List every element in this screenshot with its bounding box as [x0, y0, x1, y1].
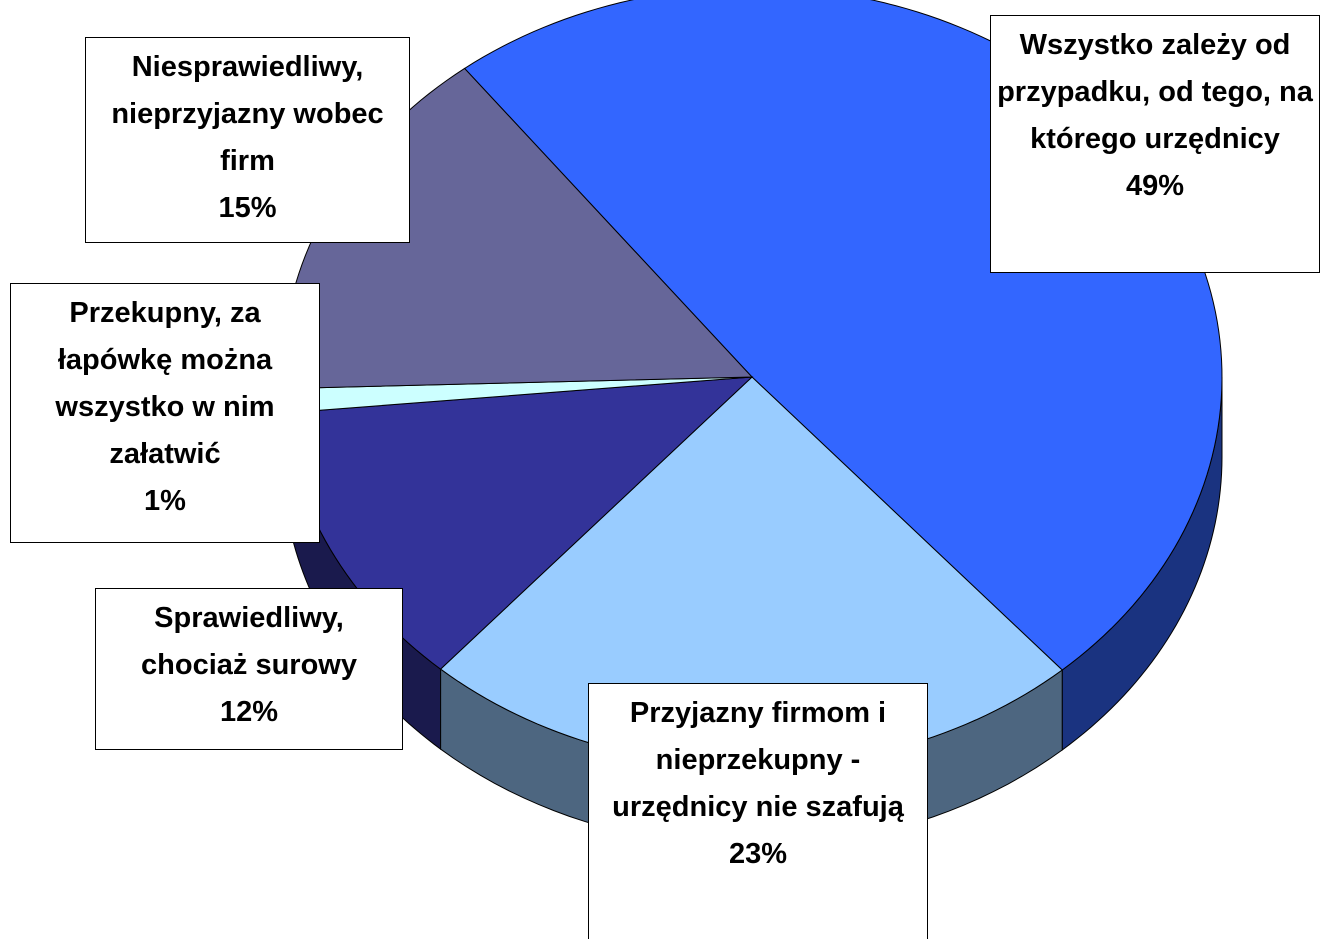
category-label: Przekupny, za łapówkę można wszystko w n…: [55, 297, 275, 470]
data-label: Wszystko zależy od przypadku, od tego, n…: [990, 15, 1320, 273]
data-label: Sprawiedliwy, chociaż surowy 12%: [95, 588, 403, 750]
value-label: 15%: [218, 192, 277, 224]
value-label: 49%: [1125, 170, 1185, 202]
category-label: Przyjazny firmom i nieprzekupny - urzędn…: [612, 697, 904, 823]
category-label: Niesprawiedliwy, nieprzyjazny wobec firm: [111, 51, 384, 177]
value-label: 23%: [728, 838, 788, 870]
category-label: Wszystko zależy od przypadku, od tego, n…: [997, 29, 1313, 155]
data-label: Przyjazny firmom i nieprzekupny - urzędn…: [588, 683, 928, 939]
value-label: 1%: [144, 485, 186, 517]
category-label: Sprawiedliwy, chociaż surowy: [141, 602, 357, 681]
value-label: 12%: [219, 696, 279, 728]
data-label: Przekupny, za łapówkę można wszystko w n…: [10, 283, 320, 543]
data-label: Niesprawiedliwy, nieprzyjazny wobec firm…: [85, 37, 410, 243]
